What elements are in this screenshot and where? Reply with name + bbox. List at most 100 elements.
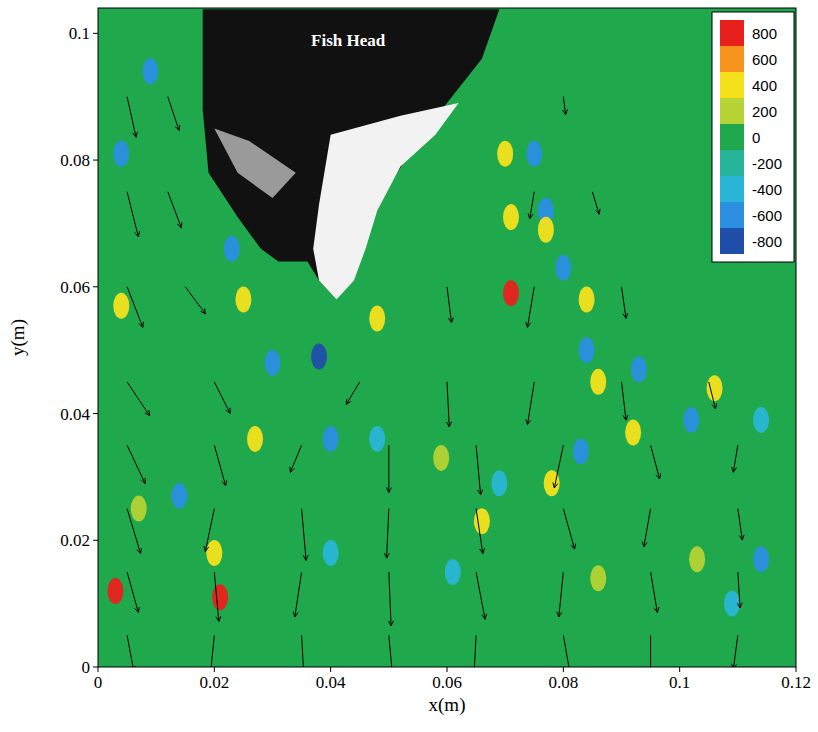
- chart: Fish Head00.020.040.060.080.10.1200.020.…: [0, 0, 818, 732]
- velocity-vector: [738, 509, 744, 541]
- vortex: [265, 350, 281, 376]
- x-tick: [214, 667, 215, 672]
- x-tick: [98, 667, 99, 672]
- vortex: [369, 426, 385, 452]
- vortex: [503, 280, 519, 306]
- velocity-vector: [127, 97, 137, 137]
- colorbar-label: -600: [752, 207, 782, 224]
- velocity-vector: [204, 509, 214, 552]
- colorbar-box: [712, 12, 794, 262]
- vortex: [369, 305, 385, 331]
- velocity-vector: [476, 445, 483, 495]
- vortex: [323, 426, 339, 452]
- y-tick: [93, 413, 98, 414]
- colorbar-label: 0: [752, 129, 760, 146]
- y-tick-label: 0.08: [60, 151, 90, 170]
- fish-head-shape: [203, 9, 500, 299]
- vortex: [555, 255, 571, 281]
- vortex: [683, 407, 699, 433]
- vortex: [573, 439, 589, 465]
- x-tick-label: 0.04: [316, 673, 346, 692]
- velocity-vector: [528, 192, 534, 219]
- vortex: [503, 204, 519, 230]
- vortex: [590, 369, 606, 395]
- vortex: [235, 286, 251, 312]
- x-tick: [679, 667, 680, 672]
- vortex: [625, 420, 641, 446]
- velocity-vector: [651, 445, 661, 479]
- colorbar-swatch: [720, 72, 744, 98]
- x-tick-label: 0.12: [781, 673, 811, 692]
- colorbar-label: 400: [752, 77, 777, 94]
- velocity-vector: [127, 635, 135, 667]
- vortex: [433, 445, 449, 471]
- velocity-vector: [389, 635, 396, 667]
- vortex: [445, 559, 461, 585]
- velocity-vector: [562, 97, 567, 115]
- velocity-vector: [214, 445, 226, 486]
- velocity-vector: [208, 635, 214, 667]
- colorbar-label: -400: [752, 181, 782, 198]
- velocity-vector: [642, 509, 650, 547]
- vortex: [579, 286, 595, 312]
- y-tick: [93, 540, 98, 541]
- velocity-vector: [386, 445, 391, 492]
- colorbar-swatch: [720, 124, 744, 150]
- plot-area: [98, 8, 796, 667]
- vortex: [631, 356, 647, 382]
- x-tick: [330, 667, 331, 672]
- colorbar-swatch: [720, 202, 744, 228]
- velocity-vector: [388, 572, 393, 626]
- x-tick: [447, 667, 448, 672]
- colorbar-label: 600: [752, 51, 777, 68]
- velocity-vector: [553, 445, 563, 488]
- velocity-vector: [476, 509, 484, 554]
- vortex: [206, 540, 222, 566]
- vortex: [107, 578, 123, 604]
- colorbar-label: 200: [752, 103, 777, 120]
- velocity-vector: [737, 572, 742, 608]
- colorbar-swatch: [720, 46, 744, 72]
- vortex: [323, 540, 339, 566]
- vortex: [142, 58, 158, 84]
- y-tick-label: 0: [82, 658, 91, 677]
- fish-jaw: [313, 103, 458, 299]
- velocity-vector: [127, 509, 141, 554]
- velocity-vector: [563, 635, 571, 667]
- x-tick-label: 0.08: [548, 673, 578, 692]
- vortex: [131, 496, 147, 522]
- colorbar-swatch: [720, 228, 744, 254]
- vortex: [753, 546, 769, 572]
- vortex: [707, 375, 723, 401]
- velocity-vector: [709, 382, 717, 409]
- vortex: [497, 141, 513, 167]
- velocity-vector: [127, 287, 143, 328]
- fish-head: [203, 9, 500, 299]
- velocity-vector: [127, 572, 139, 613]
- vortex: [247, 426, 263, 452]
- velocity-vector: [651, 572, 659, 613]
- velocity-vector: [214, 572, 221, 622]
- colorbar-swatch: [720, 98, 744, 124]
- y-tick-label: 0.04: [60, 405, 90, 424]
- velocity-vector: [302, 509, 309, 561]
- velocity-vector: [648, 635, 653, 667]
- velocity-vector: [732, 635, 738, 667]
- vortex: [212, 584, 228, 610]
- velocity-vector: [127, 192, 139, 237]
- velocity-vector: [293, 572, 301, 617]
- annotation: Fish Head: [311, 31, 386, 50]
- vortex: [113, 293, 129, 319]
- velocity-vector: [526, 287, 534, 328]
- velocity-vector: [526, 382, 534, 425]
- colorbar-swatch: [720, 20, 744, 46]
- fish-shade: [214, 128, 295, 198]
- y-tick: [93, 286, 98, 287]
- x-axis-title: x(m): [429, 694, 466, 716]
- velocity-vector: [384, 509, 389, 559]
- y-tick: [93, 667, 98, 668]
- velocity-vector: [622, 382, 628, 420]
- x-tick-label: 0.06: [432, 673, 462, 692]
- vortex: [538, 217, 554, 243]
- colorbar-swatch: [720, 176, 744, 202]
